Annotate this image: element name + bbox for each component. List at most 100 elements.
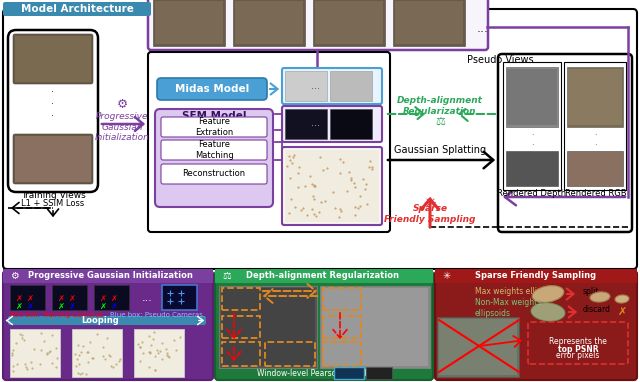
Text: ⚙: ⚙ bbox=[10, 271, 19, 281]
Bar bbox=[435, 269, 637, 283]
FancyBboxPatch shape bbox=[161, 164, 267, 184]
Text: Looping: Looping bbox=[81, 316, 119, 325]
FancyBboxPatch shape bbox=[148, 0, 488, 50]
Bar bbox=[506, 67, 558, 127]
FancyBboxPatch shape bbox=[13, 134, 93, 184]
Text: ✗: ✗ bbox=[99, 301, 106, 311]
Ellipse shape bbox=[615, 295, 629, 303]
Bar bbox=[313, 0, 385, 46]
FancyBboxPatch shape bbox=[3, 271, 213, 380]
Text: Feature
Matching: Feature Matching bbox=[195, 140, 234, 160]
Text: Training Views: Training Views bbox=[20, 191, 85, 201]
Text: ✗: ✗ bbox=[68, 293, 76, 303]
FancyBboxPatch shape bbox=[282, 147, 382, 225]
FancyBboxPatch shape bbox=[215, 271, 433, 380]
FancyBboxPatch shape bbox=[161, 117, 267, 137]
FancyBboxPatch shape bbox=[161, 140, 267, 160]
Bar bbox=[564, 62, 626, 190]
Text: ⚖: ⚖ bbox=[222, 271, 231, 281]
Bar bbox=[506, 151, 558, 186]
Text: Progressive
Gaussian
Initialization: Progressive Gaussian Initialization bbox=[95, 112, 149, 142]
Ellipse shape bbox=[590, 292, 610, 302]
FancyBboxPatch shape bbox=[498, 54, 632, 232]
Text: SFM Model: SFM Model bbox=[182, 111, 246, 121]
Text: Depth-alignment
Regularization: Depth-alignment Regularization bbox=[397, 96, 483, 116]
Text: Model Architecture: Model Architecture bbox=[20, 4, 133, 14]
Text: Window-level Pearson Correlation: Window-level Pearson Correlation bbox=[257, 369, 387, 379]
Bar bbox=[222, 342, 260, 366]
FancyBboxPatch shape bbox=[282, 68, 382, 104]
Text: ✗: ✗ bbox=[26, 301, 33, 311]
Text: ✗: ✗ bbox=[58, 301, 65, 311]
Bar bbox=[94, 285, 129, 310]
Text: ...: ... bbox=[312, 118, 321, 128]
Bar bbox=[134, 329, 184, 377]
Text: Represents the: Represents the bbox=[549, 338, 607, 346]
Bar bbox=[265, 342, 315, 366]
Bar bbox=[52, 285, 87, 310]
Text: error pixels: error pixels bbox=[556, 351, 600, 361]
FancyBboxPatch shape bbox=[3, 2, 151, 16]
Bar bbox=[393, 0, 465, 46]
Bar bbox=[395, 1, 463, 44]
Text: Rendered Depth: Rendered Depth bbox=[497, 189, 566, 199]
Bar bbox=[503, 62, 561, 190]
Text: Red box: Training Cameras: Red box: Training Cameras bbox=[10, 312, 103, 318]
Bar bbox=[162, 285, 197, 310]
Text: split: split bbox=[583, 286, 600, 296]
Text: ✗: ✗ bbox=[68, 301, 76, 311]
Bar bbox=[233, 0, 305, 46]
Bar bbox=[215, 269, 433, 283]
Bar bbox=[568, 69, 622, 125]
Bar bbox=[507, 69, 557, 125]
Text: Reconstruction: Reconstruction bbox=[182, 170, 246, 178]
FancyBboxPatch shape bbox=[155, 109, 273, 207]
Text: Sparse
Friendly Sampling: Sparse Friendly Sampling bbox=[384, 204, 476, 224]
Text: Non-Max weights
ellipsoids: Non-Max weights ellipsoids bbox=[475, 298, 541, 318]
FancyBboxPatch shape bbox=[8, 30, 98, 192]
Text: Midas Model: Midas Model bbox=[175, 84, 249, 94]
Bar bbox=[567, 67, 623, 127]
Bar bbox=[439, 319, 517, 375]
Ellipse shape bbox=[532, 286, 564, 303]
Text: Rendered RGB: Rendered RGB bbox=[565, 189, 627, 199]
Text: ...: ... bbox=[477, 23, 489, 36]
Bar bbox=[10, 329, 60, 377]
Text: ✗: ✗ bbox=[26, 293, 33, 303]
Bar bbox=[437, 317, 519, 377]
Bar bbox=[322, 288, 428, 366]
Text: ·
·
·: · · · bbox=[51, 87, 54, 121]
Bar bbox=[320, 286, 430, 368]
Bar bbox=[15, 136, 91, 182]
Text: ✗: ✗ bbox=[111, 293, 118, 303]
Text: Max weights ellipsoid: Max weights ellipsoid bbox=[475, 288, 557, 296]
FancyBboxPatch shape bbox=[13, 34, 93, 84]
Bar bbox=[285, 109, 327, 139]
Text: ·
·
·: · · · bbox=[531, 131, 533, 161]
FancyBboxPatch shape bbox=[3, 9, 637, 269]
Bar bbox=[72, 329, 122, 377]
Text: ✗: ✗ bbox=[58, 293, 65, 303]
Bar bbox=[222, 288, 260, 310]
Text: ·
·
·: · · · bbox=[594, 131, 596, 161]
Text: ⚙: ⚙ bbox=[116, 97, 127, 110]
Bar bbox=[323, 288, 361, 310]
Text: top PSNR: top PSNR bbox=[557, 345, 598, 353]
Text: ✗: ✗ bbox=[15, 293, 22, 303]
Text: Depth-alignment Regularization: Depth-alignment Regularization bbox=[246, 272, 399, 280]
Bar bbox=[10, 285, 45, 310]
Text: ...: ... bbox=[141, 293, 152, 303]
Text: Feature
Extration: Feature Extration bbox=[195, 117, 233, 137]
Text: ✗: ✗ bbox=[618, 307, 627, 317]
Text: ✗: ✗ bbox=[99, 293, 106, 303]
Text: Pseudo Views: Pseudo Views bbox=[467, 55, 533, 65]
FancyBboxPatch shape bbox=[157, 78, 267, 100]
Bar bbox=[323, 342, 361, 366]
Text: Progressive Gaussian Initialization: Progressive Gaussian Initialization bbox=[28, 272, 193, 280]
Bar bbox=[567, 151, 623, 186]
Bar bbox=[153, 0, 225, 46]
Text: Blue box: Pseudo Cameras.: Blue box: Pseudo Cameras. bbox=[110, 312, 205, 318]
Text: ✳: ✳ bbox=[424, 196, 436, 212]
FancyBboxPatch shape bbox=[435, 271, 637, 380]
Bar bbox=[330, 71, 372, 101]
